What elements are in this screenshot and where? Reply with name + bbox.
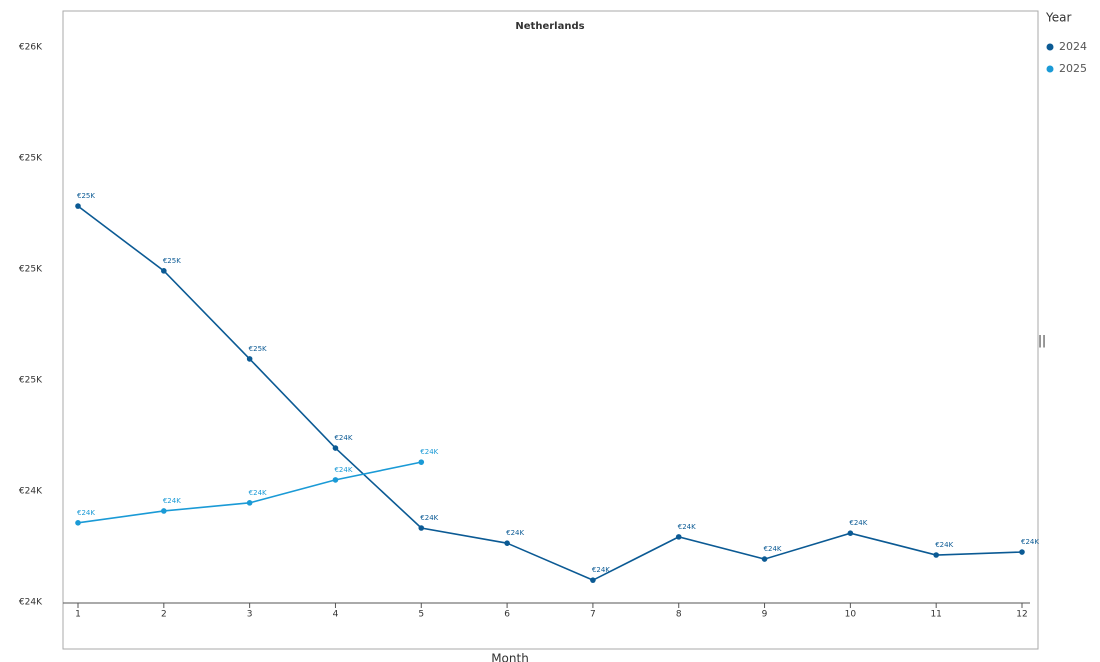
- data-point: [246, 356, 253, 362]
- x-tick-label: 9: [762, 610, 768, 620]
- x-tick-label: 12: [1016, 610, 1027, 620]
- x-tick-label: 10: [845, 610, 857, 620]
- data-point: [246, 500, 253, 506]
- data-label: €25K: [163, 257, 181, 265]
- data-point: [332, 477, 339, 483]
- data-label: €24K: [420, 448, 438, 456]
- data-point: [504, 540, 510, 546]
- data-point: [161, 268, 167, 274]
- data-point: [418, 459, 425, 465]
- data-label: €24K: [592, 566, 610, 574]
- legend-marker: [1046, 65, 1054, 73]
- y-tick-label: €24K: [19, 487, 43, 497]
- chart-title: Netherlands: [515, 21, 584, 32]
- x-tick-label: 7: [590, 610, 596, 620]
- data-label: €24K: [163, 497, 181, 505]
- x-axis-label: Month: [491, 652, 529, 662]
- x-tick-label: 1: [75, 610, 81, 620]
- data-label: €24K: [1021, 538, 1039, 546]
- data-label: €24K: [334, 466, 352, 474]
- x-tick-label: 6: [504, 610, 510, 620]
- y-tick-label: €25K: [19, 265, 43, 275]
- legend-label: 2025: [1059, 62, 1087, 75]
- data-label: €24K: [764, 545, 782, 553]
- data-label: €25K: [77, 192, 95, 200]
- x-tick-label: 5: [418, 610, 424, 620]
- data-point: [161, 508, 167, 514]
- data-point: [590, 577, 596, 583]
- data-label: €24K: [420, 514, 438, 522]
- x-tick-label: 11: [930, 610, 941, 620]
- legend-label: 2024: [1059, 40, 1087, 53]
- plot-frame: [62, 10, 1039, 650]
- data-label: €24K: [334, 434, 352, 442]
- data-label: €25K: [249, 345, 267, 353]
- resize-handle[interactable]: ||: [1038, 334, 1046, 348]
- x-tick-label: 3: [247, 610, 253, 620]
- data-label: €24K: [849, 519, 867, 527]
- data-label: €24K: [249, 489, 267, 497]
- y-tick-label: €24K: [19, 598, 43, 608]
- x-tick-label: 2: [161, 610, 167, 620]
- data-point: [418, 525, 425, 531]
- x-tick-label: 8: [676, 610, 682, 620]
- data-label: €24K: [506, 529, 524, 537]
- x-tick-label: 4: [333, 610, 339, 620]
- data-point: [75, 203, 81, 209]
- data-point: [332, 445, 339, 451]
- data-label: €24K: [678, 523, 696, 531]
- data-point: [933, 552, 939, 558]
- data-point: [847, 530, 854, 536]
- y-tick-label: €25K: [19, 154, 43, 164]
- legend-title: Year: [1045, 11, 1071, 25]
- series-line: [77, 205, 1023, 582]
- data-point: [75, 520, 81, 526]
- data-label: €24K: [935, 541, 953, 549]
- data-point: [761, 556, 768, 562]
- data-point: [1019, 549, 1025, 555]
- data-point: [675, 534, 682, 540]
- legend-marker: [1046, 43, 1054, 51]
- y-tick-label: €25K: [19, 376, 43, 386]
- y-tick-label: €26K: [19, 43, 43, 53]
- data-label: €24K: [77, 509, 95, 517]
